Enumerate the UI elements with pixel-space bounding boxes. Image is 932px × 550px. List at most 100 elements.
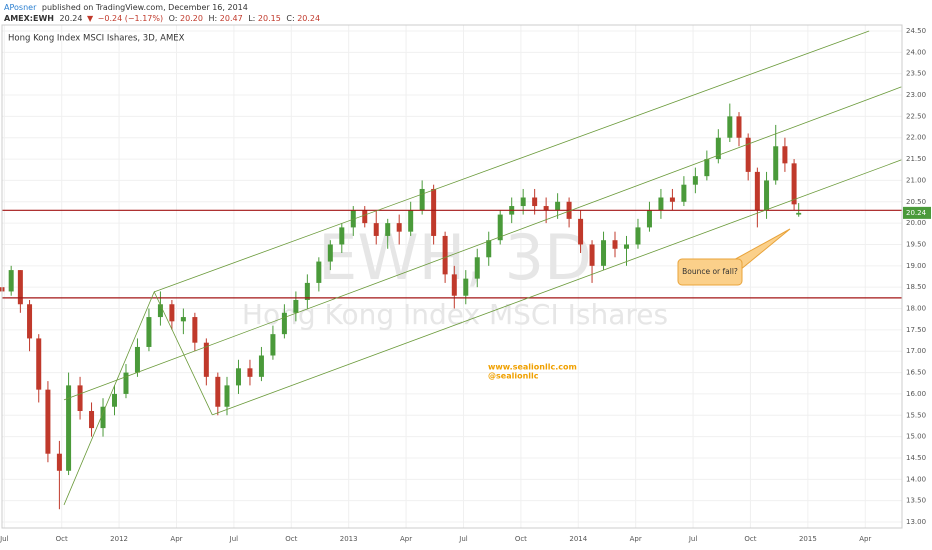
candle-body (385, 223, 391, 236)
callout-text: Bounce or fall? (682, 267, 738, 276)
candle-body (754, 171, 760, 211)
candle-body (419, 188, 425, 211)
y-tick-label: 15.50 (906, 411, 926, 419)
candle-body (474, 257, 480, 279)
candle-body (669, 197, 675, 202)
y-tick-label: 14.50 (906, 454, 926, 462)
candle-body (681, 184, 687, 202)
x-tick-label: 2012 (110, 535, 128, 543)
candle-body (77, 385, 83, 412)
candle-body (431, 188, 437, 236)
arrow: ▼ (87, 14, 94, 23)
candle-body (408, 210, 414, 232)
candle-body (215, 376, 221, 407)
o: 20.20 (180, 14, 203, 23)
candle-body (646, 210, 652, 228)
y-tick-label: 16.50 (906, 369, 926, 377)
candle-body (270, 334, 276, 356)
l: 20.15 (258, 14, 281, 23)
x-tick-label: Apr (859, 535, 871, 543)
author[interactable]: APosner (4, 3, 37, 12)
trend-line (154, 30, 870, 293)
candle-body (224, 385, 230, 407)
y-tick-label: 18.50 (906, 283, 926, 291)
y-tick-label: 24.00 (906, 48, 926, 56)
candle-body (658, 197, 664, 211)
candle-body (727, 116, 733, 138)
x-tick-label: Apr (400, 535, 412, 543)
candle-body (235, 368, 241, 386)
y-tick-label: 22.50 (906, 112, 926, 120)
candle-body (782, 146, 788, 164)
y-tick-label: 20.00 (906, 219, 926, 227)
x-tick-label: Apr (630, 535, 642, 543)
candle-body (635, 227, 641, 245)
price-label-box (903, 206, 931, 219)
y-tick-label: 19.50 (906, 240, 926, 248)
h-label: H: (209, 14, 218, 23)
candle-body (463, 278, 469, 296)
y-tick-label: 22.00 (906, 134, 926, 142)
candle-body (520, 197, 526, 207)
x-tick-label: Jul (229, 535, 239, 543)
x-tick-label: 2013 (340, 535, 358, 543)
candle-body (27, 304, 33, 339)
c: 20.24 (297, 14, 320, 23)
candle-body (100, 406, 106, 429)
candle-body (704, 159, 710, 177)
published: published on TradingView.com, December 1… (42, 3, 248, 12)
candle-body (146, 317, 152, 347)
candle-body (169, 304, 175, 322)
y-tick-label: 14.00 (906, 475, 926, 483)
candle-body (715, 137, 721, 160)
candle-body (36, 338, 42, 390)
candle-body (362, 210, 368, 224)
x-tick-label: Apr (170, 535, 182, 543)
candle-body (451, 274, 457, 296)
candle-body (293, 299, 299, 313)
x-tick-label: Jul (688, 535, 698, 543)
candle-body (56, 453, 62, 471)
y-tick-label: 21.50 (906, 155, 926, 163)
candle-body (745, 137, 751, 172)
candle-body (736, 116, 742, 138)
trend-line (63, 290, 213, 506)
annotation-url: www.sealionllc.com (488, 363, 577, 372)
y-tick-label: 17.50 (906, 326, 926, 334)
candle-body (192, 317, 198, 343)
watermark-subtitle: Hong Kong Index MSCI Ishares (242, 298, 668, 331)
candle-body (442, 235, 448, 275)
y-tick-label: 24.50 (906, 27, 926, 35)
candle-body (45, 389, 51, 454)
last: 20.24 (60, 14, 83, 23)
candle-body (89, 411, 95, 429)
candle-body (601, 240, 607, 266)
candle-body (180, 317, 186, 322)
plot (0, 30, 902, 510)
candle-body (304, 282, 310, 300)
candle-body (339, 227, 345, 245)
l-label: L: (248, 14, 255, 23)
x-tick-label: Oct (285, 535, 297, 543)
trend-line (63, 86, 902, 401)
y-tick-label: 18.00 (906, 305, 926, 313)
x-tick-label: Oct (56, 535, 68, 543)
trend-line (212, 159, 902, 416)
x-tick-label: Jul (458, 535, 468, 543)
x-tick-label: Oct (744, 535, 756, 543)
candle-body (247, 368, 253, 377)
y-tick-label: 20.50 (906, 198, 926, 206)
candle-body (157, 304, 163, 318)
symbol: AMEX:EWH (4, 14, 54, 23)
candle-body (612, 240, 618, 249)
candle-body (134, 346, 140, 373)
h: 20.47 (220, 14, 243, 23)
candle-body (623, 244, 629, 249)
y-tick-label: 13.50 (906, 497, 926, 505)
x-tick-label: Jul (0, 535, 9, 543)
candle-body (66, 385, 72, 471)
candle-body (112, 393, 117, 407)
y-tick-label: 17.00 (906, 347, 926, 355)
candle-body (373, 223, 379, 236)
